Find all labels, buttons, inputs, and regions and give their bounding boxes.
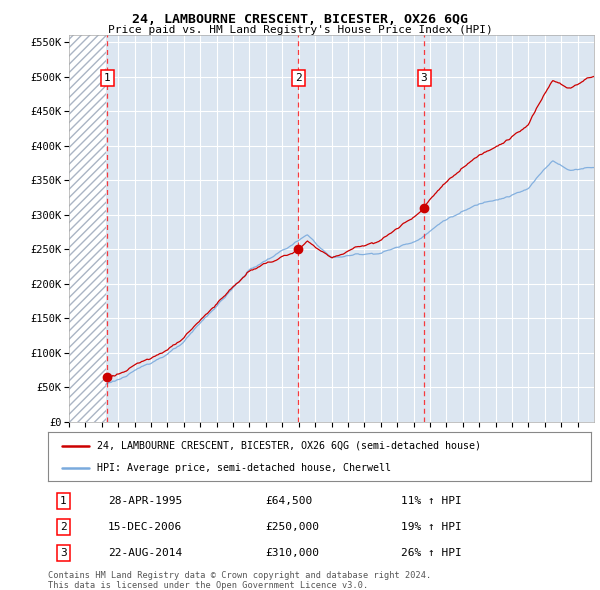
Text: 24, LAMBOURNE CRESCENT, BICESTER, OX26 6QG (semi-detached house): 24, LAMBOURNE CRESCENT, BICESTER, OX26 6… (97, 441, 481, 451)
Text: 15-DEC-2006: 15-DEC-2006 (108, 522, 182, 532)
Text: 3: 3 (60, 548, 67, 558)
Text: 3: 3 (421, 73, 427, 83)
Text: 19% ↑ HPI: 19% ↑ HPI (401, 522, 462, 532)
Text: £64,500: £64,500 (265, 496, 313, 506)
Text: 26% ↑ HPI: 26% ↑ HPI (401, 548, 462, 558)
Text: 28-APR-1995: 28-APR-1995 (108, 496, 182, 506)
Text: 2: 2 (295, 73, 301, 83)
Text: 22-AUG-2014: 22-AUG-2014 (108, 548, 182, 558)
Text: 11% ↑ HPI: 11% ↑ HPI (401, 496, 462, 506)
Text: 1: 1 (60, 496, 67, 506)
Text: 24, LAMBOURNE CRESCENT, BICESTER, OX26 6QG: 24, LAMBOURNE CRESCENT, BICESTER, OX26 6… (132, 13, 468, 26)
Text: £250,000: £250,000 (265, 522, 319, 532)
Text: HPI: Average price, semi-detached house, Cherwell: HPI: Average price, semi-detached house,… (97, 463, 391, 473)
Text: 1: 1 (104, 73, 110, 83)
Text: 2: 2 (60, 522, 67, 532)
Text: Contains HM Land Registry data © Crown copyright and database right 2024.
This d: Contains HM Land Registry data © Crown c… (48, 571, 431, 590)
Text: Price paid vs. HM Land Registry's House Price Index (HPI): Price paid vs. HM Land Registry's House … (107, 25, 493, 35)
Text: £310,000: £310,000 (265, 548, 319, 558)
